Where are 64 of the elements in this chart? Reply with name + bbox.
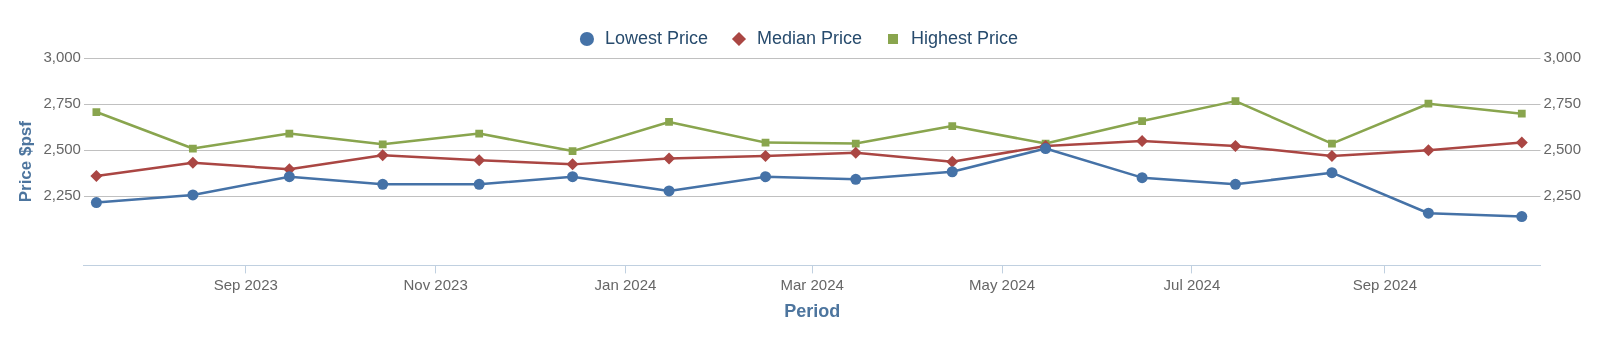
point	[1328, 139, 1336, 148]
point	[1422, 207, 1434, 219]
point	[378, 140, 387, 149]
point	[377, 178, 389, 190]
point	[567, 171, 579, 183]
point	[475, 129, 484, 138]
point	[285, 129, 294, 138]
point	[186, 156, 199, 169]
point	[90, 197, 102, 209]
y2-tick-label: 2,500	[1543, 140, 1582, 158]
y-axis-title: Price $psf	[15, 120, 35, 203]
point	[1229, 178, 1241, 190]
y-tick-label: 3,000	[43, 48, 81, 66]
point	[1516, 211, 1528, 223]
point	[90, 169, 103, 182]
point	[92, 108, 101, 116]
point	[759, 150, 772, 163]
point	[1231, 97, 1240, 106]
point	[1229, 139, 1242, 152]
point	[761, 138, 770, 147]
point	[946, 155, 959, 168]
x-tick-label: Sep 2024	[1352, 275, 1417, 293]
y2-tick-label: 2,750	[1543, 94, 1582, 112]
legend-label: Median Price	[756, 27, 863, 48]
x-tick-label: Jul 2024	[1163, 275, 1221, 293]
point	[283, 171, 295, 183]
point	[1138, 117, 1146, 125]
point	[760, 171, 772, 183]
y-tick-label: 2,250	[43, 186, 81, 204]
x-tick-label: May 2024	[969, 275, 1035, 293]
point	[188, 144, 197, 153]
point	[849, 146, 862, 159]
point	[473, 154, 486, 167]
x-axis-title: Period	[784, 301, 841, 322]
point	[850, 173, 862, 185]
point	[473, 178, 485, 190]
point	[566, 158, 579, 171]
x-tick-label: Nov 2023	[403, 275, 468, 293]
x-tick-label: Sep 2023	[213, 275, 278, 293]
point	[665, 118, 673, 126]
y-tick-label: 2,750	[43, 94, 81, 112]
point	[187, 189, 199, 201]
x-tick-label: Mar 2024	[780, 275, 844, 293]
point	[1325, 150, 1338, 163]
y2-tick-label: 2,250	[1543, 186, 1582, 204]
legend-label: Highest Price	[911, 27, 1019, 48]
point	[1136, 172, 1148, 184]
point	[663, 152, 676, 165]
point	[946, 166, 958, 178]
point	[663, 185, 675, 197]
y-tick-label: 2,500	[43, 140, 81, 158]
point	[1040, 143, 1052, 155]
point	[1424, 99, 1433, 108]
x-tick-label: Jan 2024	[594, 275, 657, 293]
point	[1517, 109, 1526, 118]
legend-label: Lowest Price	[604, 27, 708, 48]
point	[948, 122, 957, 130]
point	[851, 139, 860, 148]
point	[1422, 144, 1435, 157]
point	[1515, 136, 1528, 149]
point	[1326, 167, 1338, 179]
y2-tick-label: 3,000	[1543, 48, 1582, 66]
point	[376, 149, 389, 162]
point	[568, 147, 577, 155]
